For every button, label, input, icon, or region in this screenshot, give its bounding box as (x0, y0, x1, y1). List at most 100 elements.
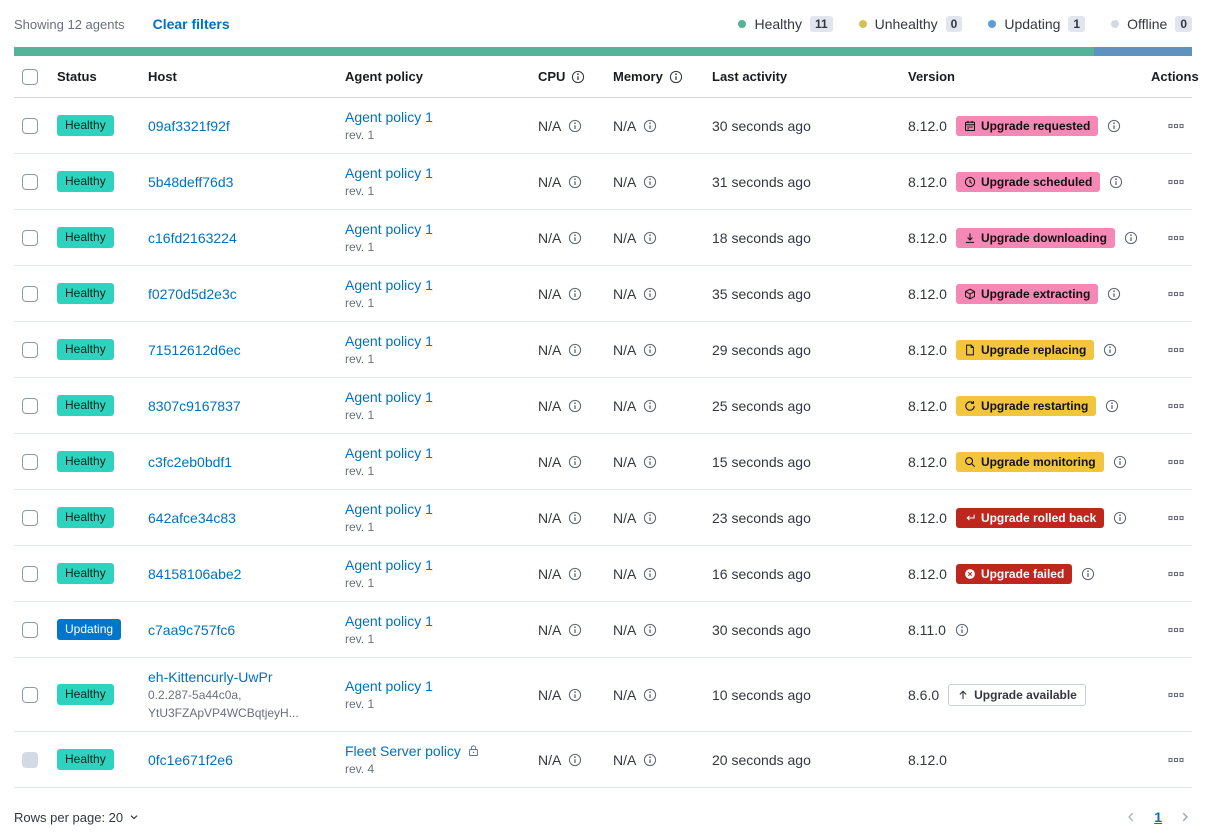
memory-value: N/A (613, 509, 637, 526)
info-icon[interactable] (643, 455, 657, 469)
agent-actions-button[interactable] (1164, 170, 1188, 194)
host-link[interactable]: 0fc1e671f2e6 (148, 751, 233, 768)
info-icon[interactable] (1105, 399, 1119, 413)
row-checkbox[interactable] (22, 173, 38, 190)
agent-policy-link[interactable]: Agent policy 1 (345, 164, 433, 181)
agent-policy-link[interactable]: Agent policy 1 (345, 220, 433, 237)
row-checkbox[interactable] (22, 341, 38, 358)
page-number-1[interactable]: 1 (1154, 809, 1162, 825)
agent-actions-button[interactable] (1164, 226, 1188, 250)
agent-actions-button[interactable] (1164, 338, 1188, 362)
info-icon[interactable] (1103, 343, 1117, 357)
info-icon[interactable] (568, 287, 582, 301)
info-icon[interactable] (568, 175, 582, 189)
agent-policy-link[interactable]: Agent policy 1 (345, 444, 433, 461)
agent-policy-link[interactable]: Agent policy 1 (345, 108, 433, 125)
next-page-button[interactable] (1178, 810, 1192, 824)
rows-per-page-label: Rows per page: 20 (14, 809, 124, 825)
info-icon[interactable] (568, 753, 582, 767)
host-link[interactable]: c7aa9c757fc6 (148, 621, 236, 638)
agent-actions-button[interactable] (1164, 450, 1188, 474)
info-icon[interactable] (568, 231, 582, 245)
actions-cell (1151, 282, 1192, 306)
rows-per-page-button[interactable]: Rows per page: 20 (14, 810, 140, 825)
upgrade-status-label: Upgrade scheduled (980, 174, 1093, 189)
info-icon[interactable] (955, 623, 969, 637)
info-icon[interactable] (643, 688, 657, 702)
info-icon[interactable] (568, 455, 582, 469)
info-icon[interactable] (643, 287, 657, 301)
boxes-horizontal-icon (1168, 398, 1184, 414)
agent-policy-link[interactable]: Agent policy 1 (345, 612, 433, 629)
info-icon[interactable] (669, 70, 683, 84)
info-icon[interactable] (643, 175, 657, 189)
host-link[interactable]: 5b48deff76d3 (148, 173, 234, 190)
info-icon[interactable] (1109, 175, 1123, 189)
info-icon[interactable] (1113, 455, 1127, 469)
row-checkbox[interactable] (22, 285, 38, 302)
info-icon[interactable] (1113, 511, 1127, 525)
agent-actions-button[interactable] (1164, 114, 1188, 138)
previous-page-button[interactable] (1124, 810, 1138, 824)
info-icon[interactable] (568, 511, 582, 525)
info-icon[interactable] (643, 399, 657, 413)
info-icon[interactable] (568, 688, 582, 702)
info-icon[interactable] (643, 623, 657, 637)
cpu-value: N/A (538, 509, 562, 526)
info-icon[interactable] (1081, 567, 1095, 581)
checkbox-cell (14, 621, 57, 638)
info-icon[interactable] (643, 343, 657, 357)
info-icon[interactable] (643, 753, 657, 767)
host-link[interactable]: eh-Kittencurly-UwPr (148, 668, 273, 685)
info-icon[interactable] (568, 399, 582, 413)
row-checkbox[interactable] (22, 453, 38, 470)
agent-policy-link[interactable]: Agent policy 1 (345, 556, 433, 573)
host-link[interactable]: 642afce34c83 (148, 509, 236, 526)
status-badge: Updating (57, 619, 122, 640)
agent-policy-link[interactable]: Agent policy 1 (345, 332, 433, 349)
clear-filters-link[interactable]: Clear filters (152, 16, 230, 32)
row-checkbox[interactable] (22, 686, 38, 703)
agent-actions-button[interactable] (1164, 618, 1188, 642)
host-link[interactable]: 8307c9167837 (148, 397, 241, 414)
info-icon[interactable] (568, 567, 582, 581)
memory-cell: N/A (613, 622, 712, 638)
agent-policy-link[interactable]: Fleet Server policy (345, 742, 461, 759)
agent-policy-link[interactable]: Agent policy 1 (345, 388, 433, 405)
agent-actions-button[interactable] (1164, 562, 1188, 586)
host-link[interactable]: 09af3321f92f (148, 117, 230, 134)
row-checkbox[interactable] (22, 117, 38, 134)
host-link[interactable]: c3fc2eb0bdf1 (148, 453, 233, 470)
info-icon[interactable] (643, 567, 657, 581)
info-icon[interactable] (643, 511, 657, 525)
agent-actions-button[interactable] (1164, 282, 1188, 306)
select-all-checkbox[interactable] (22, 68, 38, 85)
version-cell: 8.12.0 Upgrade monitoring (908, 451, 1151, 472)
status-dot (988, 20, 997, 28)
info-icon[interactable] (643, 119, 657, 133)
agent-policy-link[interactable]: Agent policy 1 (345, 500, 433, 517)
host-link[interactable]: c16fd2163224 (148, 229, 237, 246)
info-icon[interactable] (1124, 231, 1138, 245)
info-icon[interactable] (568, 343, 582, 357)
row-checkbox[interactable] (22, 565, 38, 582)
info-icon[interactable] (643, 231, 657, 245)
info-icon[interactable] (571, 70, 585, 84)
agent-policy-link[interactable]: Agent policy 1 (345, 276, 433, 293)
row-checkbox[interactable] (22, 509, 38, 526)
info-icon[interactable] (1107, 287, 1121, 301)
agent-actions-button[interactable] (1164, 394, 1188, 418)
agent-actions-button[interactable] (1164, 506, 1188, 530)
host-link[interactable]: f0270d5d2e3c (148, 285, 237, 302)
row-checkbox[interactable] (22, 397, 38, 414)
host-link[interactable]: 84158106abe2 (148, 565, 242, 582)
info-icon[interactable] (1107, 119, 1121, 133)
info-icon[interactable] (568, 623, 582, 637)
agent-actions-button[interactable] (1164, 683, 1188, 707)
agent-actions-button[interactable] (1164, 748, 1188, 772)
row-checkbox[interactable] (22, 229, 38, 246)
agent-policy-link[interactable]: Agent policy 1 (345, 677, 433, 694)
info-icon[interactable] (568, 119, 582, 133)
host-link[interactable]: 71512612d6ec (148, 341, 241, 358)
row-checkbox[interactable] (22, 621, 38, 638)
